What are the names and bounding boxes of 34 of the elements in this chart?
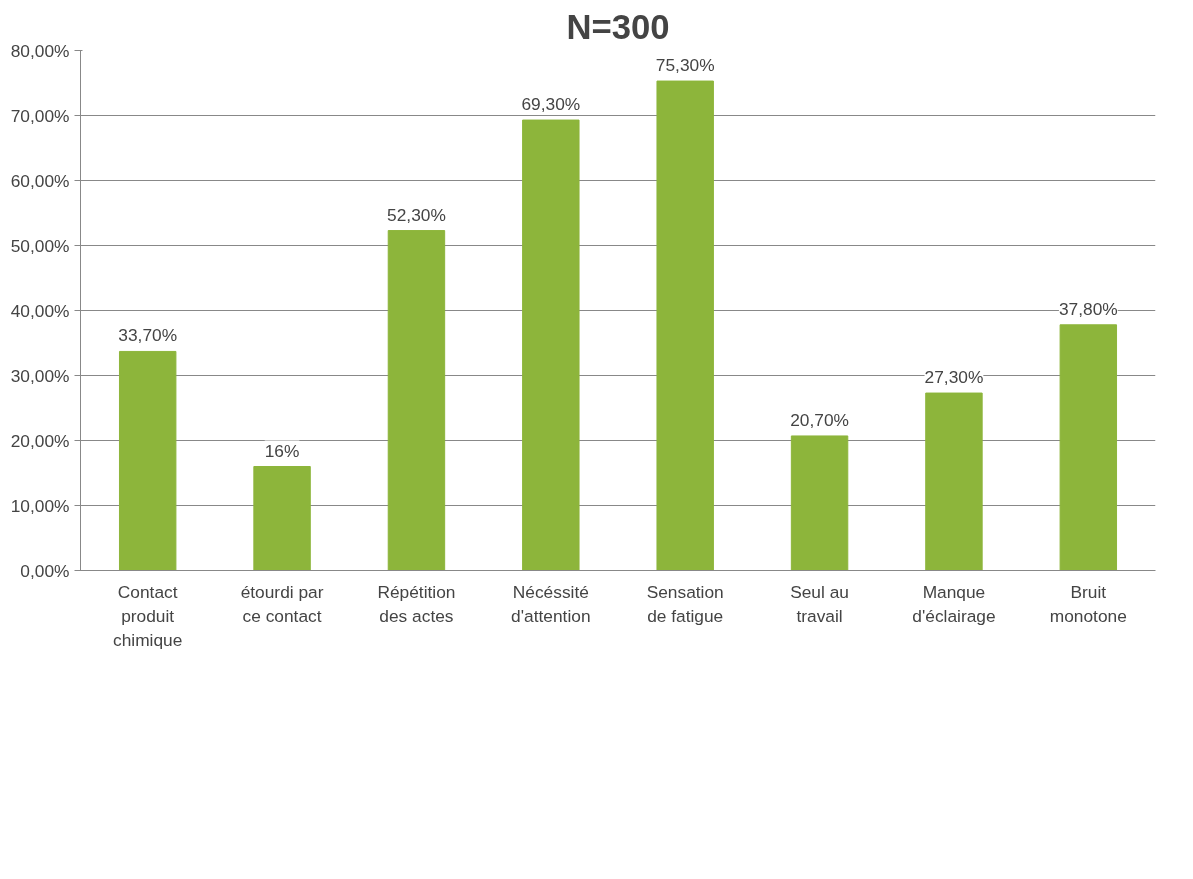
bar — [522, 119, 580, 571]
data-label: 20,70% — [790, 409, 849, 430]
bar — [656, 80, 714, 571]
bar — [925, 392, 983, 571]
bar — [253, 466, 311, 571]
x-tick-label: Seul au travail — [790, 581, 849, 626]
x-tick-label: Sensation de fatigue — [646, 581, 724, 626]
x-tick-label: Nécéssité d'attention — [511, 581, 591, 626]
x-tick-label: Répétition des actes — [377, 581, 456, 626]
y-tick-label: 50,00% — [10, 235, 70, 256]
x-tick-label: Manque d'éclairage — [912, 581, 996, 626]
bar — [790, 435, 849, 571]
x-tick-label: Bruit monotone — [1049, 581, 1127, 626]
data-label: 33,70% — [118, 325, 178, 346]
x-tick-label: Contact produit chimique — [113, 581, 183, 650]
bar — [387, 230, 446, 571]
y-tick-label: 40,00% — [10, 300, 70, 321]
x-tick-label: étourdi par ce contact — [240, 581, 324, 626]
data-label: 52,30% — [387, 204, 446, 225]
y-tick-label: 80,00% — [10, 40, 70, 61]
y-tick-label: 30,00% — [10, 365, 70, 386]
data-label: 69,30% — [521, 94, 581, 115]
bar — [118, 350, 177, 571]
chart-title: N=300 — [566, 7, 670, 46]
y-tick-label: 10,00% — [10, 495, 70, 516]
data-label: 27,30% — [924, 367, 984, 388]
data-label: 75,30% — [655, 55, 715, 76]
bar — [1059, 324, 1118, 571]
y-tick-label: 0,00% — [20, 560, 70, 581]
y-tick-label: 70,00% — [10, 105, 70, 126]
y-tick-label: 60,00% — [10, 170, 70, 191]
data-label: 37,80% — [1058, 298, 1118, 319]
data-label: 16% — [264, 440, 300, 461]
y-tick-label: 20,00% — [10, 430, 70, 451]
